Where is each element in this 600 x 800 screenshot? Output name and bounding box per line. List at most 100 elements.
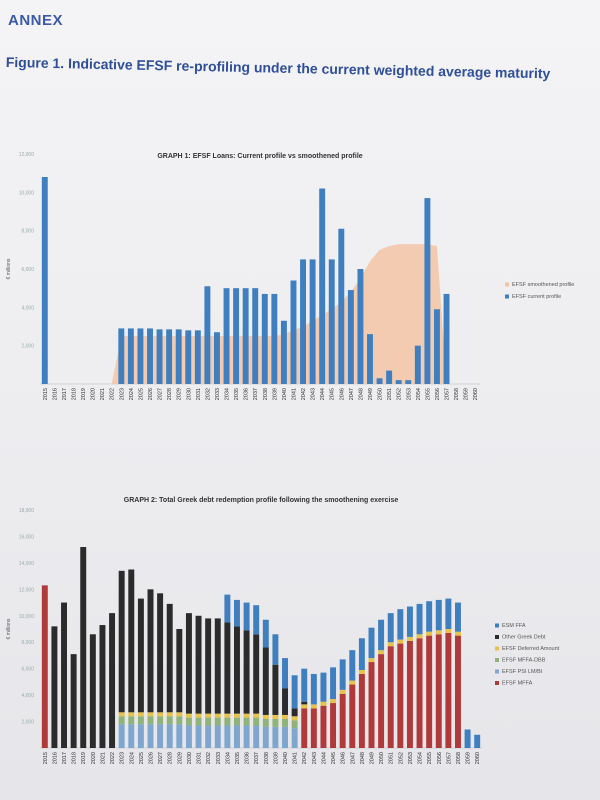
x-tick-label: 2045 (330, 388, 336, 400)
bar-segment-efsf-psi-lm-bi (195, 725, 202, 748)
bar-segment-esm-ffa (330, 667, 337, 700)
bar-current-profile (185, 330, 192, 384)
bar-current-profile (328, 259, 335, 384)
bar-current-profile (414, 345, 421, 384)
bar-segment-esm-ffa (349, 650, 356, 681)
x-tick-label: 2055 (425, 388, 431, 400)
bar-current-profile (338, 228, 345, 384)
x-tick-label: 2029 (177, 752, 183, 764)
x-tick-label: 2035 (234, 388, 240, 400)
x-tick-label: 2059 (466, 752, 472, 764)
x-tick-label: 2028 (167, 388, 173, 400)
bar-segment-efsf-deferred-amount (243, 713, 250, 718)
bar-segment-efsf-mffa-dbb (157, 716, 164, 725)
bar-segment-other-greek-debt (233, 626, 240, 714)
bar-segment-efsf-mffa-dbb (137, 716, 144, 725)
y-tick-label: 6,000 (21, 267, 34, 273)
x-tick-label: 2045 (331, 752, 337, 764)
legend-entry: EFSF MFFA-DBB (502, 658, 546, 664)
bar-segment-efsf-mffa (349, 684, 356, 748)
y-tick-label: 6,000 (21, 667, 34, 673)
y-axis-label: € millions (6, 618, 12, 639)
x-tick-label: 2024 (129, 752, 135, 764)
bar-segment-other-greek-debt (51, 626, 58, 748)
bar-segment-esm-ffa (358, 638, 365, 670)
bar-segment-other-greek-debt (195, 615, 202, 714)
bar-segment-other-greek-debt (118, 570, 125, 713)
bar-current-profile (271, 293, 278, 384)
bar-current-profile (204, 286, 211, 384)
x-tick-label: 2058 (454, 388, 460, 400)
bar-segment-efsf-deferred-amount (137, 712, 144, 717)
bar-segment-efsf-deferred-amount (358, 669, 365, 674)
bar-segment-efsf-deferred-amount (205, 713, 212, 718)
x-tick-label: 2046 (341, 752, 347, 764)
bar-segment-efsf-mffa (378, 654, 385, 748)
figure-title: Figure 1. Indicative EFSF re-profiling u… (5, 54, 551, 82)
x-tick-label: 2057 (446, 752, 452, 764)
x-tick-label: 2056 (435, 388, 441, 400)
x-tick-label: 2025 (139, 752, 145, 764)
bar-segment-esm-ffa (291, 675, 298, 709)
bar-segment-other-greek-debt (176, 629, 183, 713)
x-tick-label: 2021 (100, 388, 106, 400)
bar-current-profile (433, 309, 440, 384)
bar-segment-efsf-mffa-dbb (147, 716, 154, 725)
bar-segment-efsf-mffa-dbb (118, 716, 125, 725)
x-tick-label: 2060 (473, 388, 479, 400)
x-tick-label: 2054 (416, 388, 422, 400)
legend-entry: Other Greek Debt (502, 635, 546, 641)
bar-segment-other-greek-debt (166, 603, 173, 713)
bar-segment-efsf-mffa-dbb (224, 717, 231, 726)
y-tick-label: 8,000 (21, 640, 34, 646)
bar-current-profile (347, 290, 354, 384)
bar-segment-efsf-mffa (426, 635, 433, 748)
bar-segment-efsf-deferred-amount (445, 629, 452, 633)
bar-current-profile (357, 269, 364, 384)
bar-segment-efsf-mffa (41, 585, 48, 748)
x-tick-label: 2021 (100, 752, 106, 764)
bar-segment-other-greek-debt (128, 569, 135, 713)
bar-segment-esm-ffa (253, 605, 260, 635)
bar-segment-esm-ffa (378, 619, 385, 651)
x-tick-label: 2048 (360, 752, 366, 764)
bar-segment-efsf-deferred-amount (368, 658, 375, 663)
legend-swatch (495, 681, 499, 685)
bar-segment-esm-ffa (301, 668, 308, 702)
graph-1-chart: GRAPH 1: EFSF Loans: Current profile vs … (6, 152, 574, 400)
bar-segment-efsf-psi-lm-bi (137, 724, 144, 748)
x-tick-label: 2023 (119, 388, 125, 400)
x-tick-label: 2050 (378, 388, 384, 400)
legend-swatch (495, 646, 499, 651)
x-tick-label: 2057 (445, 388, 451, 400)
bar-segment-efsf-deferred-amount (387, 642, 394, 647)
bar-segment-efsf-psi-lm-bi (214, 725, 221, 748)
bar-segment-efsf-mffa-dbb (166, 716, 173, 725)
bar-segment-esm-ffa (397, 609, 404, 640)
bar-segment-efsf-psi-lm-bi (253, 725, 260, 748)
x-tick-label: 2031 (196, 388, 202, 400)
bar-segment-efsf-psi-lm-bi (282, 726, 289, 748)
bar-segment-esm-ffa (474, 734, 481, 748)
x-tick-label: 2019 (81, 752, 87, 764)
x-tick-label: 2047 (350, 752, 356, 764)
bar-segment-efsf-psi-lm-bi (185, 725, 192, 748)
bar-segment-efsf-psi-lm-bi (128, 724, 135, 748)
x-tick-label: 2020 (91, 752, 97, 764)
bar-segment-esm-ffa (310, 673, 317, 705)
bar-segment-esm-ffa (406, 606, 413, 637)
bar-segment-other-greek-debt (205, 618, 212, 714)
x-tick-label: 2054 (418, 752, 424, 764)
x-tick-label: 2018 (72, 752, 78, 764)
bar-segment-other-greek-debt (214, 618, 221, 714)
bar-current-profile (175, 329, 182, 384)
legend-swatch (495, 635, 499, 639)
bar-segment-other-greek-debt (99, 625, 106, 748)
bar-current-profile (376, 378, 383, 384)
bar-segment-esm-ffa (224, 594, 231, 623)
x-tick-label: 2023 (120, 752, 126, 764)
bar-segment-efsf-psi-lm-bi (166, 724, 173, 748)
bar-segment-efsf-psi-lm-bi (291, 728, 298, 748)
bar-segment-esm-ffa (339, 659, 346, 690)
